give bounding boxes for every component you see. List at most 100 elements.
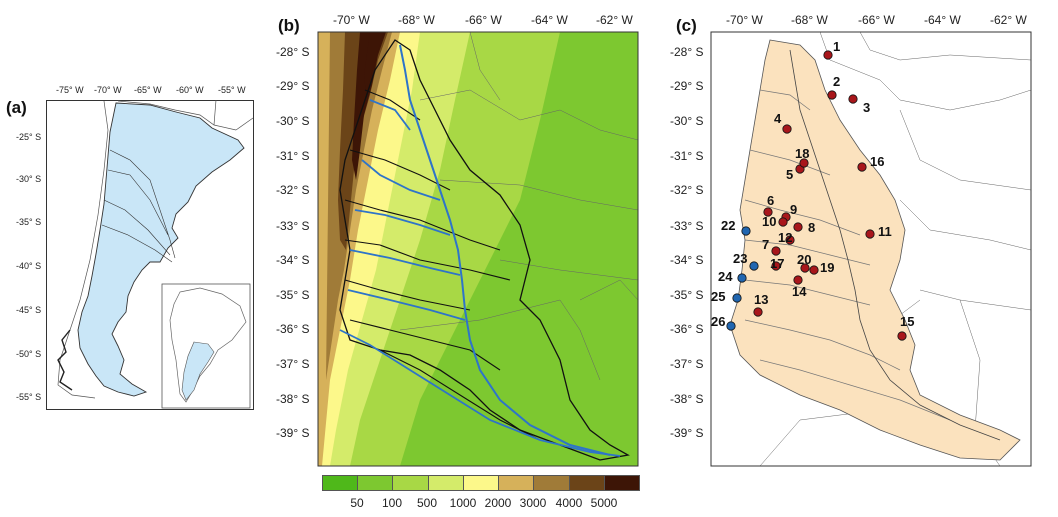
panel-b-lon-tick: -68° W — [398, 13, 435, 27]
station-marker-19 — [809, 265, 819, 275]
station-marker-13 — [753, 307, 763, 317]
panel-a-lon-tick: -70° W — [94, 85, 122, 95]
station-label: 12 — [778, 230, 793, 245]
legend-swatch — [428, 476, 464, 490]
panel-b-lat-tick: -38° S — [276, 392, 310, 406]
station-marker-6 — [763, 207, 773, 217]
river-tributary — [369, 99, 411, 131]
station-label: 9 — [790, 202, 798, 217]
station-markers — [726, 50, 907, 341]
panel-b-lon-tick: -62° W — [596, 13, 633, 27]
panel-b-lat-tick: -33° S — [276, 219, 310, 233]
province-lines — [399, 32, 638, 381]
station-label: 25 — [711, 289, 726, 304]
river-colorado — [399, 44, 611, 456]
panel-b-lon-tick: -64° W — [531, 13, 568, 27]
panel-a-lat-tick: -45° S — [16, 305, 42, 315]
panel-a-lat-tick: -30° S — [16, 174, 42, 184]
legend-swatch — [499, 476, 535, 490]
station-marker-18 — [799, 158, 809, 168]
station-label: 10 — [762, 214, 777, 229]
station-marker-7 — [771, 246, 781, 256]
panel-c-lat-tick: -37° S — [670, 357, 704, 371]
station-marker-25 — [732, 293, 742, 303]
panel-c-lat-tick: -38° S — [670, 392, 704, 406]
panel-c-lat-tick: -33° S — [670, 219, 704, 233]
station-label: 15 — [900, 314, 915, 329]
panel-c-lat-tick: -28° S — [670, 45, 704, 59]
panel-c-lat-tick: -29° S — [670, 79, 704, 93]
legend-swatch — [463, 476, 500, 490]
panel-b-lon-tick: -70° W — [333, 13, 370, 27]
station-marker-15 — [897, 331, 907, 341]
station-label: 4 — [774, 111, 782, 126]
elevation-band — [338, 32, 388, 250]
panel-b-lon-tick: -66° W — [465, 13, 502, 27]
station-marker-20 — [800, 263, 810, 273]
panel-c-frame — [710, 31, 1032, 467]
panel-a-lat-tick: -50° S — [16, 349, 42, 359]
legend-label: 50 — [350, 496, 364, 510]
chile-outline — [57, 100, 109, 399]
legend-label: 5000 — [590, 496, 618, 510]
station-marker-16 — [857, 162, 867, 172]
legend-label: 2000 — [484, 496, 512, 510]
station-label: 7 — [762, 237, 770, 252]
panel-a-lon-tick: -75° W — [56, 85, 84, 95]
inset-argentina — [181, 341, 215, 401]
argentina-shape — [77, 102, 245, 397]
panel-c-lon-tick: -64° W — [924, 13, 961, 27]
panel-b-lat-tick: -35° S — [276, 288, 310, 302]
station-label: 1 — [833, 39, 841, 54]
station-marker-24 — [737, 273, 747, 283]
legend-swatch — [534, 476, 570, 490]
panel-a-label: (a) — [6, 98, 27, 117]
station-label: 2 — [833, 74, 841, 89]
panel-b-lat-tick: -36° S — [276, 322, 310, 336]
station-marker-12 — [785, 235, 795, 245]
panel-a-lat-tick: -25° S — [16, 132, 42, 142]
station-marker-17 — [771, 261, 781, 271]
elevation-band — [352, 32, 386, 180]
panel-a-lon-tick: -65° W — [134, 85, 162, 95]
legend-label: 3000 — [519, 496, 547, 510]
panel-b-lat-tick: -29° S — [276, 79, 310, 93]
basin-inner-lines — [744, 89, 951, 421]
station-label: 20 — [797, 252, 812, 267]
legend-label: 100 — [381, 496, 403, 510]
station-marker-8 — [793, 222, 803, 232]
legend-swatch — [323, 476, 359, 490]
river-tributary — [347, 289, 466, 321]
legend-swatch — [569, 476, 605, 490]
panel-b-lat-tick: -28° S — [276, 45, 310, 59]
station-label: 16 — [870, 154, 885, 169]
station-label: 3 — [863, 100, 871, 115]
panel-b-lat-tick: -39° S — [276, 426, 310, 440]
panel-a-lat-tick: -40° S — [16, 261, 42, 271]
panel-a-basin-lines — [101, 149, 176, 263]
legend-label: 500 — [416, 496, 438, 510]
station-marker-1 — [823, 50, 833, 60]
bolivia-paraguay-outline — [117, 100, 237, 131]
panel-c-lon-tick: -66° W — [858, 13, 895, 27]
panel-a-lon-tick: -55° W — [218, 85, 246, 95]
panel-b-lat-tick: -30° S — [276, 114, 310, 128]
panel-c-lat-tick: -32° S — [670, 183, 704, 197]
river-tributary — [354, 209, 451, 236]
panel-a-lon-tick: -60° W — [176, 85, 204, 95]
panel-b-lat-tick: -31° S — [276, 149, 310, 163]
elevation-legend — [322, 475, 640, 491]
station-marker-26 — [726, 321, 736, 331]
station-label: 8 — [808, 220, 816, 235]
legend-swatch — [604, 476, 639, 490]
station-label: 11 — [878, 224, 892, 239]
station-marker-10 — [778, 217, 788, 227]
panel-c-lat-tick: -31° S — [670, 149, 704, 163]
station-label: 19 — [820, 260, 835, 275]
panel-c-lon-tick: -70° W — [726, 13, 763, 27]
station-marker-3 — [848, 94, 858, 104]
river-negro — [339, 329, 621, 457]
